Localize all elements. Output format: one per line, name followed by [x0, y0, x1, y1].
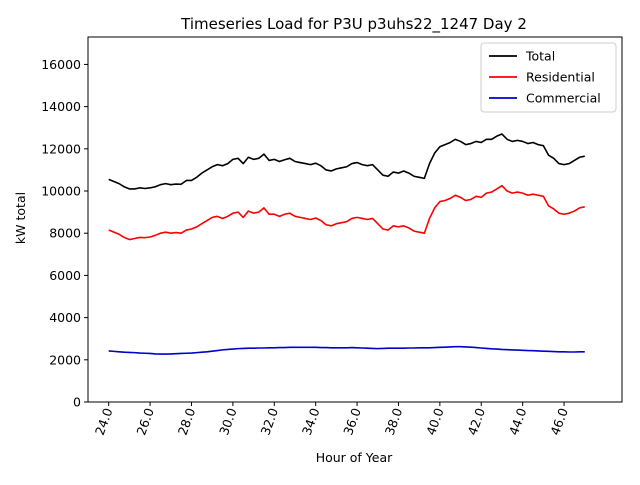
y-tick-label: 16000 [41, 57, 81, 72]
y-tick-label: 12000 [41, 141, 81, 156]
y-tick-label: 0 [73, 395, 81, 410]
legend-box [480, 42, 617, 113]
y-tick-label: 10000 [41, 184, 81, 199]
series-line-total [108, 133, 585, 190]
y-axis-label: kW total [13, 192, 28, 244]
axes-frame [87, 36, 623, 403]
chart-title: Timeseries Load for P3U p3uhs22_1247 Day… [180, 15, 527, 34]
y-tick-label: 4000 [49, 310, 81, 325]
legend: Total Residential Commercial [480, 42, 617, 113]
y-tick-label: 6000 [49, 268, 81, 283]
legend-label-total: Total [525, 49, 555, 64]
y-tick-label: 2000 [49, 352, 81, 367]
legend-label-residential: Residential [526, 70, 595, 85]
series-line-commercial [108, 345, 585, 355]
series-line-residential [108, 184, 585, 241]
y-tick-label: 8000 [49, 226, 81, 241]
x-axis-label: Hour of Year [316, 450, 393, 465]
y-tick-label: 14000 [41, 99, 81, 114]
legend-label-commercial: Commercial [526, 91, 601, 106]
